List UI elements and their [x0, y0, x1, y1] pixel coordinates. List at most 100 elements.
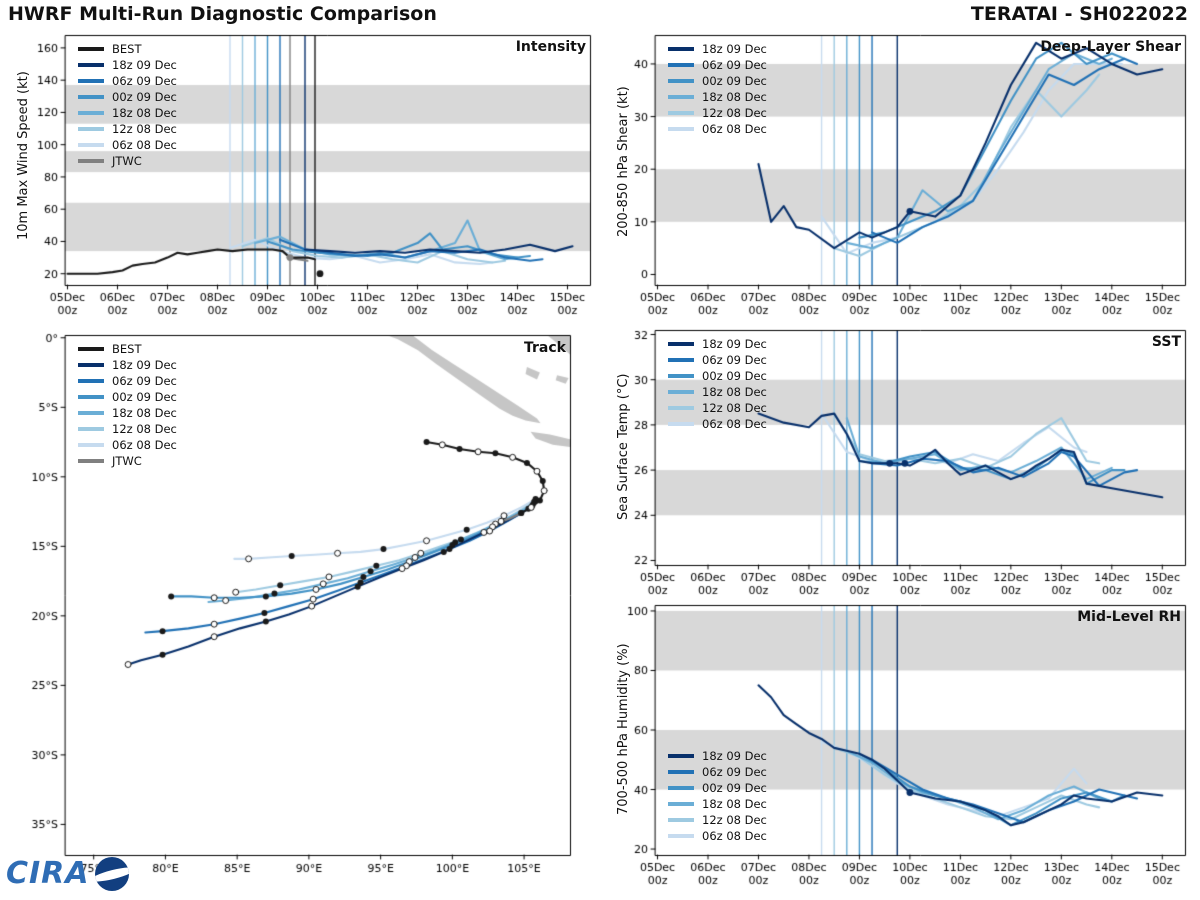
legend-label: 18z 08 Dec [112, 406, 177, 420]
legend-item: 12z 08 Dec [668, 105, 767, 121]
legend-label: 06z 08 Dec [702, 829, 767, 843]
legend-item: 18z 08 Dec [668, 89, 767, 105]
legend-item: 18z 08 Dec [78, 405, 177, 421]
legend-line-swatch [668, 802, 694, 806]
legend-item: 18z 08 Dec [668, 384, 767, 400]
legend-label: 06z 08 Dec [112, 138, 177, 152]
legend-item: 12z 08 Dec [668, 400, 767, 416]
legend-line-swatch [78, 347, 104, 351]
legend-label: 18z 09 Dec [112, 358, 177, 372]
legend-label: 12z 08 Dec [702, 813, 767, 827]
legend-sst: 18z 09 Dec 06z 09 Dec 00z 09 Dec 18z 08 Dec… [668, 336, 767, 432]
legend-label: 12z 08 Dec [702, 401, 767, 415]
cira-logo-text: CIRA [6, 856, 90, 891]
legend-line-swatch [78, 143, 104, 147]
legend-line-swatch [668, 79, 694, 83]
legend-line-swatch [78, 363, 104, 367]
legend-label: 00z 09 Dec [112, 90, 177, 104]
legend-line-swatch [668, 358, 694, 362]
legend-label: 12z 08 Dec [112, 422, 177, 436]
page-title: HWRF Multi-Run Diagnostic Comparison [8, 3, 437, 25]
legend-item: 18z 08 Dec [668, 796, 767, 812]
legend-line-swatch [668, 374, 694, 378]
legend-line-swatch [78, 47, 104, 51]
legend-line-swatch [78, 379, 104, 383]
legend-line-swatch [668, 754, 694, 758]
legend-line-swatch [668, 111, 694, 115]
legend-item: 06z 09 Dec [78, 373, 177, 389]
legend-label: 06z 09 Dec [702, 353, 767, 367]
legend-label: 18z 08 Dec [702, 385, 767, 399]
panel-title-sst: SST [1151, 334, 1181, 350]
legend-item: 12z 08 Dec [668, 812, 767, 828]
yaxis-label-intensity: 10m Max Wind Speed (kt) [16, 71, 31, 240]
legend-item: 06z 09 Dec [668, 352, 767, 368]
legend-label: 00z 09 Dec [702, 74, 767, 88]
legend-label: 06z 09 Dec [702, 765, 767, 779]
legend-track: BEST 18z 09 Dec 06z 09 Dec 00z 09 Dec 18z 08… [78, 341, 177, 469]
legend-item: 18z 09 Dec [668, 336, 767, 352]
legend-item: 00z 09 Dec [668, 73, 767, 89]
legend-label: 18z 08 Dec [112, 106, 177, 120]
legend-item: 00z 09 Dec [668, 368, 767, 384]
cira-logo: CIRA [6, 856, 129, 891]
legend-line-swatch [668, 127, 694, 131]
yaxis-label-sst: Sea Surface Temp (°C) [616, 373, 631, 520]
legend-line-swatch [78, 443, 104, 447]
legend-label: 18z 09 Dec [702, 749, 767, 763]
legend-intensity: BEST 18z 09 Dec 06z 09 Dec 00z 09 Dec 18z 08… [78, 41, 177, 169]
legend-item: 06z 08 Dec [668, 416, 767, 432]
yaxis-label-shear: 200-850 hPa Shear (kt) [616, 86, 631, 237]
legend-item: 18z 08 Dec [78, 105, 177, 121]
legend-label: 12z 08 Dec [112, 122, 177, 136]
legend-line-swatch [668, 422, 694, 426]
legend-line-swatch [668, 770, 694, 774]
storm-id: TERATAI - SH022022 [970, 3, 1188, 25]
legend-item: 18z 09 Dec [668, 748, 767, 764]
legend-line-swatch [78, 63, 104, 67]
legend-item: 06z 08 Dec [78, 437, 177, 453]
legend-label: JTWC [112, 154, 142, 168]
legend-line-swatch [78, 159, 104, 163]
legend-line-swatch [78, 111, 104, 115]
legend-item: BEST [78, 41, 177, 57]
legend-item: BEST [78, 341, 177, 357]
legend-label: 18z 09 Dec [702, 337, 767, 351]
legend-label: BEST [112, 42, 142, 56]
legend-label: 18z 09 Dec [702, 42, 767, 56]
legend-label: 06z 09 Dec [702, 58, 767, 72]
legend-label: JTWC [112, 454, 142, 468]
panel-title-intensity: Intensity [515, 39, 586, 55]
legend-label: 18z 08 Dec [702, 90, 767, 104]
legend-label: 18z 09 Dec [112, 58, 177, 72]
legend-item: 06z 09 Dec [668, 764, 767, 780]
legend-label: 06z 08 Dec [112, 438, 177, 452]
legend-line-swatch [78, 411, 104, 415]
legend-line-swatch [668, 95, 694, 99]
panel-title-shear: Deep-Layer Shear [1040, 39, 1181, 55]
legend-item: 18z 09 Dec [78, 57, 177, 73]
legend-label: 00z 09 Dec [702, 781, 767, 795]
legend-line-swatch [78, 427, 104, 431]
yaxis-label-rh: 700-500 hPa Humidity (%) [616, 643, 631, 815]
legend-label: BEST [112, 342, 142, 356]
legend-item: JTWC [78, 453, 177, 469]
legend-line-swatch [668, 47, 694, 51]
legend-item: 06z 08 Dec [78, 137, 177, 153]
legend-item: 06z 09 Dec [78, 73, 177, 89]
legend-item: 06z 08 Dec [668, 828, 767, 844]
legend-label: 06z 09 Dec [112, 74, 177, 88]
legend-label: 18z 08 Dec [702, 797, 767, 811]
legend-line-swatch [668, 818, 694, 822]
legend-line-swatch [78, 95, 104, 99]
panel-title-track: Track [524, 340, 566, 356]
legend-item: 06z 09 Dec [668, 57, 767, 73]
legend-shear: 18z 09 Dec 06z 09 Dec 00z 09 Dec 18z 08 Dec… [668, 41, 767, 137]
legend-label: 06z 08 Dec [702, 417, 767, 431]
legend-line-swatch [78, 79, 104, 83]
legend-label: 06z 09 Dec [112, 374, 177, 388]
legend-line-swatch [668, 834, 694, 838]
legend-line-swatch [668, 342, 694, 346]
